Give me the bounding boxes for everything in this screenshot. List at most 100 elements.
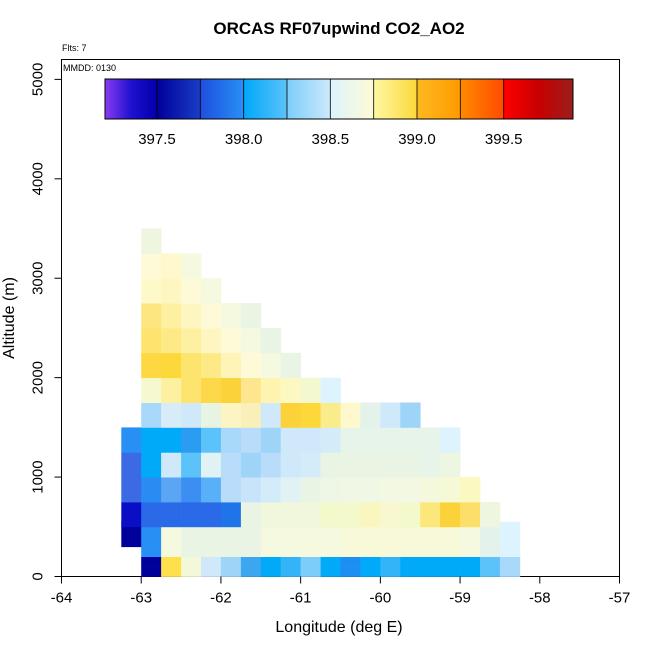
heatmap-cell [360, 556, 381, 567]
heatmap-cell [141, 278, 162, 304]
heatmap-cell [201, 501, 222, 528]
heatmap-cell [280, 477, 301, 503]
heatmap-cell [141, 521, 162, 548]
heatmap-cell [201, 427, 222, 453]
heatmap-cell [440, 556, 461, 567]
heatmap-cell [181, 402, 202, 428]
heatmap-cell [380, 477, 401, 503]
heatmap-cell [340, 546, 361, 557]
heatmap-cell [440, 501, 461, 528]
heatmap-cell [141, 566, 162, 577]
heatmap-cell [141, 427, 162, 453]
heatmap-cell [320, 566, 341, 577]
heatmap-cell [480, 556, 501, 567]
heatmap-cell [220, 566, 242, 577]
heatmap-cell [220, 452, 242, 478]
heatmap-cell [141, 228, 162, 254]
x-tick-label: -62 [210, 590, 232, 607]
colorbar-segment [287, 79, 331, 119]
heatmap-cell [400, 501, 421, 528]
heatmap-cell [220, 402, 242, 428]
heatmap-cell [240, 303, 262, 329]
y-tick-label: 4000 [30, 162, 47, 195]
heatmap-cell [121, 501, 142, 528]
colorbar-segment [243, 79, 288, 119]
heatmap-cell [260, 477, 282, 503]
heatmap-cell [480, 546, 501, 557]
heatmap-cell [201, 278, 222, 304]
heatmap-cell [499, 566, 521, 577]
heatmap-cell [260, 377, 282, 403]
heatmap-cell [141, 452, 162, 478]
heatmap-cell [141, 477, 162, 503]
heatmap-cell [320, 521, 341, 548]
heatmap-cell [440, 452, 461, 478]
heatmap-cell [181, 253, 202, 279]
heatmap-cell [320, 501, 341, 528]
colorbar-segment [200, 79, 245, 119]
heatmap-cell [300, 556, 321, 567]
y-axis-label: Altitude (m) [1, 277, 18, 359]
heatmap-cell [181, 327, 202, 354]
x-tick-label: -59 [449, 590, 471, 607]
heatmap-cell [260, 501, 282, 528]
heatmap-cell [161, 278, 182, 304]
heatmap-cell [240, 427, 262, 453]
heatmap-cell [161, 566, 182, 577]
colorbar-tick-label: 398.5 [312, 131, 350, 148]
heatmap-cell [320, 427, 341, 453]
heatmap-cell [260, 566, 282, 577]
heatmap-cell [181, 477, 202, 503]
heatmap-cell [480, 501, 501, 528]
x-axis: -64 -63 -62 -61 -60 -59 -58 -57 [51, 576, 630, 607]
colorbar-segment [460, 79, 505, 119]
heatmap-cell [260, 546, 282, 557]
heatmap-cell [360, 501, 381, 528]
heatmap-cell [380, 556, 401, 567]
heatmap-cell [400, 427, 421, 453]
heatmap-cell [380, 427, 401, 453]
heatmap-cell [499, 521, 521, 548]
heatmap-cell [280, 556, 301, 567]
heatmap-cell [400, 556, 421, 567]
colorbar-frame [104, 78, 574, 120]
heatmap-cell [141, 303, 162, 329]
heatmap-cell [460, 546, 481, 557]
heatmap-cell [161, 477, 182, 503]
heatmap-cell [240, 377, 262, 403]
heatmap-cell [201, 556, 222, 567]
heatmap-cell [340, 566, 361, 577]
heatmap-cell [220, 427, 242, 453]
heatmap-cell [400, 402, 421, 428]
colorbar-segment [157, 79, 201, 119]
heatmap-cell [440, 546, 461, 557]
heatmap-cell [280, 427, 301, 453]
heatmap-cell [280, 521, 301, 548]
heatmap-cell [280, 452, 301, 478]
heatmap-cell [460, 566, 481, 577]
heatmap-cell [280, 377, 301, 403]
heatmap-cell [320, 477, 341, 503]
heatmap-cell [420, 501, 441, 528]
heatmap-cell [220, 501, 242, 528]
heatmap-cell [400, 546, 421, 557]
heatmap-cell [240, 501, 262, 528]
heatmap-cell [121, 521, 142, 548]
heatmap-cell [460, 521, 481, 548]
x-tick-label: -64 [51, 590, 73, 607]
heatmap-cell [220, 303, 242, 329]
heatmap-cell [340, 427, 361, 453]
heatmap-cell [300, 521, 321, 548]
heatmap-cell [280, 352, 301, 379]
colorbar-segment [373, 79, 418, 119]
heatmap-cell [201, 566, 222, 577]
heatmap-cell [220, 327, 242, 354]
heatmap-cell [161, 253, 182, 279]
heatmap-cell [240, 556, 262, 567]
heatmap-cell [440, 427, 461, 453]
heatmap-cell [220, 556, 242, 567]
y-tick-label: 3000 [30, 262, 47, 295]
heatmap-cell [201, 303, 222, 329]
heatmap-cell [161, 546, 182, 557]
heatmap-cell [181, 521, 202, 548]
